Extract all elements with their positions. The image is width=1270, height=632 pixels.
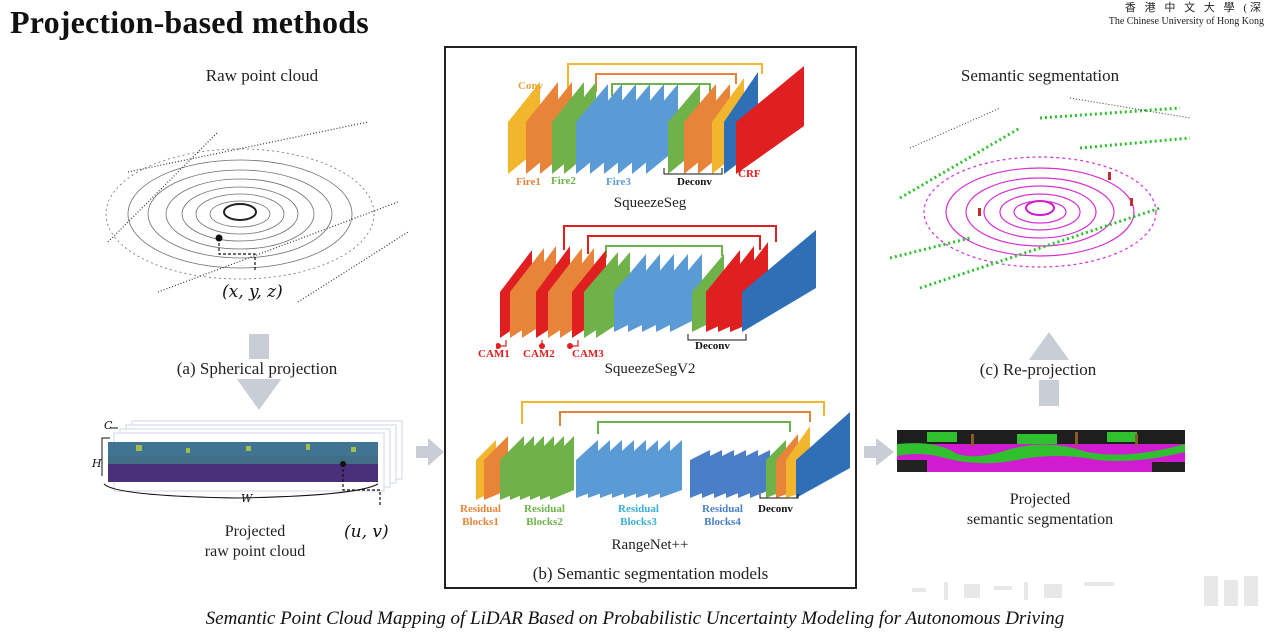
raw-point-cloud-label: Raw point cloud <box>205 66 319 85</box>
right-arrow-out <box>864 438 894 466</box>
university-name-en: The Chinese University of Hong Kong <box>1108 16 1264 27</box>
reprojection-label: (c) Re-projection <box>938 360 1138 380</box>
spherical-projection-label: (a) Spherical projection <box>142 359 372 379</box>
ss-label-conv: Conv <box>518 80 544 92</box>
dim-c: C <box>104 419 113 432</box>
projected-semantic-image <box>897 430 1185 472</box>
rangenet-name: RangeNet++ <box>611 537 689 553</box>
projected-raw-line1: Projected <box>224 523 286 540</box>
rn-label-rb4: Residual Blocks4 <box>702 503 743 529</box>
squeezeseg-diagram <box>508 63 804 175</box>
ss-label-fire3: Fire3 <box>606 176 631 188</box>
semantic-point-cloud-image <box>889 97 1191 290</box>
rn-label-rb2-line1: Residual <box>524 503 565 515</box>
ss2-label-cam3: CAM3 <box>572 348 604 360</box>
rn-label-deconv: Deconv <box>758 503 793 515</box>
ss2-label-cam2: CAM2 <box>523 348 555 360</box>
projected-range-image <box>101 420 403 506</box>
rn-label-rb4-line2: Blocks4 <box>704 516 741 528</box>
rn-label-rb3-line1: Residual <box>618 503 659 515</box>
point-coordinate: (x, y, z) <box>222 282 283 302</box>
rn-label-rb3-line2: Blocks3 <box>620 516 657 528</box>
ss-label-crf: CRF <box>738 168 761 180</box>
projected-raw-line2: raw point cloud <box>204 543 306 560</box>
squeezeseg-name: SqueezeSeg <box>613 195 687 211</box>
pixel-coordinate: (u, v) <box>344 522 389 542</box>
squeezesegv2-layers <box>500 230 816 338</box>
rn-label-rb2: Residual Blocks2 <box>524 503 565 529</box>
ss-label-fire2: Fire2 <box>551 175 576 187</box>
projected-semantic-line2: semantic segmentation <box>966 511 1114 528</box>
ss2-label-deconv: Deconv <box>695 340 730 352</box>
projected-semantic-label: Projected semantic segmentation <box>950 490 1130 530</box>
squeezesegv2-name: SqueezeSegV2 <box>604 361 696 377</box>
semantic-segmentation-label: Semantic segmentation <box>960 66 1120 85</box>
rn-label-rb4-line1: Residual <box>702 503 743 515</box>
squeezeseg-layers <box>508 66 804 174</box>
dim-h: H <box>92 457 102 470</box>
paper-caption: Semantic Point Cloud Mapping of LiDAR Ba… <box>205 608 1065 629</box>
rn-label-rb1-line2: Blocks1 <box>462 516 499 528</box>
watermark-logo <box>912 576 1258 606</box>
rn-label-rb1-line1: Residual <box>460 503 501 515</box>
rangenet-layers <box>476 412 850 500</box>
rangenet-diagram <box>476 401 850 500</box>
rn-label-rb1: Residual Blocks1 <box>460 503 501 529</box>
university-logo: 香 港 中 文 大 學 (深 The Chinese University of… <box>1109 2 1264 28</box>
ss2-label-cam1: CAM1 <box>478 348 510 360</box>
rn-label-rb2-line2: Blocks2 <box>526 516 563 528</box>
rn-label-rb3: Residual Blocks3 <box>618 503 659 529</box>
projected-raw-label: Projected raw point cloud <box>175 522 335 562</box>
ss-label-fire1: Fire1 <box>516 176 541 188</box>
right-arrow-in <box>416 438 444 466</box>
squeezesegv2-diagram <box>496 225 816 349</box>
ss-label-deconv: Deconv <box>677 176 712 188</box>
raw-point-cloud-image <box>105 121 409 303</box>
projected-semantic-line1: Projected <box>1009 491 1071 508</box>
models-caption: (b) Semantic segmentation models <box>532 564 769 583</box>
dim-w: W <box>241 492 253 505</box>
slide-title: Projection-based methods <box>10 4 369 40</box>
university-name-cn: 香 港 中 文 大 學 (深 <box>1124 2 1264 14</box>
